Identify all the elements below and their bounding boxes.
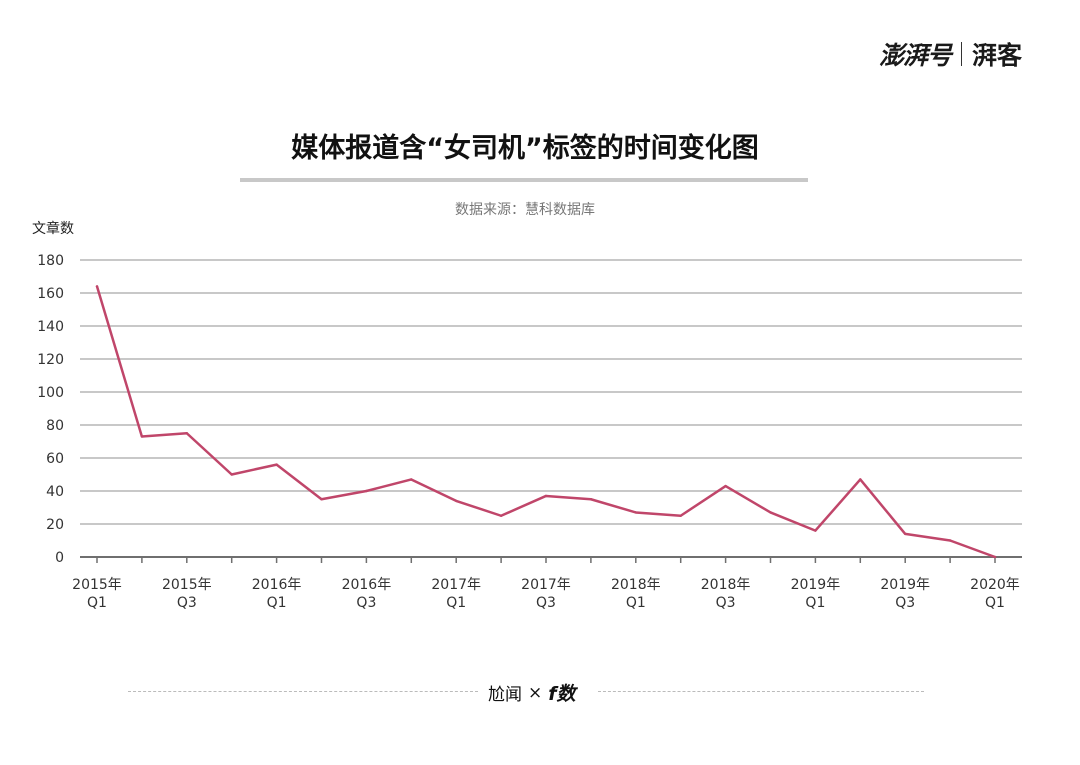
y-tick-label: 40: [46, 484, 64, 500]
x-tick-label: 2018年 Q3: [701, 577, 751, 611]
y-tick-label: 80: [46, 418, 64, 434]
brand-separator: [960, 42, 962, 66]
footer-divider-left: [128, 691, 478, 692]
data-point: [410, 478, 413, 481]
data-point: [904, 532, 907, 536]
brand-main: 澎湃号: [878, 41, 952, 70]
data-point: [95, 285, 99, 288]
x-tick-labels: 2015年 Q1 2015年 Q3 2016年 Q1 2016年 Q3 2017年 Q1 2017年…: [72, 577, 1020, 611]
footer: 尬闻 × f数: [128, 676, 924, 706]
data-point: [634, 511, 637, 514]
data-point: [455, 499, 458, 503]
data-source: 数据来源：慧科数据库: [455, 202, 595, 218]
footer-credit: 尬闻 × f数: [488, 679, 576, 706]
y-tick-label: 120: [37, 352, 64, 368]
data-point: [499, 514, 503, 517]
y-axis-label: 文章数: [32, 220, 74, 237]
data-point: [859, 478, 862, 481]
x-tick-label: 2019年 Q1: [791, 577, 841, 611]
x-tick-label: 2018年 Q1: [611, 577, 661, 611]
x-tick-label: 2015年 Q1: [72, 577, 122, 611]
chart-title: 媒体报道含“女司机”标签的时间变化图: [291, 133, 759, 164]
footer-left-brand: 尬闻: [488, 685, 522, 705]
y-tick-label: 160: [37, 286, 64, 302]
data-point: [814, 529, 817, 532]
footer-right-brand: f数: [548, 683, 576, 705]
data-point: [679, 514, 682, 517]
data-point: [320, 498, 323, 501]
title-underline: [240, 178, 808, 182]
footer-divider-right: [598, 691, 924, 692]
series-line: [95, 285, 997, 559]
gridlines: [80, 259, 1022, 525]
y-tick-labels: 0 20 40 60 80 100 120 140 160 180: [37, 253, 64, 566]
data-point: [589, 498, 593, 501]
brand-sub: 湃客: [971, 41, 1022, 70]
data-point: [769, 511, 772, 514]
data-point: [948, 539, 952, 542]
x-tick-label: 2017年 Q1: [431, 577, 481, 611]
series: [95, 285, 997, 559]
footer-times: ×: [528, 682, 543, 703]
x-tick-label: 2019年 Q3: [880, 577, 930, 611]
data-point: [185, 432, 188, 435]
y-tick-label: 20: [46, 517, 64, 533]
data-point: [365, 489, 368, 493]
data-point: [544, 494, 548, 498]
data-point: [230, 473, 233, 476]
data-point: [724, 484, 727, 488]
x-tick-label: 2015年 Q3: [162, 577, 212, 611]
x-tick-label: 2016年 Q1: [252, 577, 302, 611]
data-point: [993, 555, 997, 559]
x-tick-label: 2017年 Q3: [521, 577, 571, 611]
x-tick-label: 2016年 Q3: [342, 577, 392, 611]
data-point: [140, 435, 144, 438]
y-tick-label: 60: [46, 451, 64, 467]
axes: [80, 556, 1022, 563]
brand-logo: 澎湃号 湃客: [879, 36, 1022, 72]
data-point: [275, 463, 278, 466]
y-tick-label: 0: [55, 550, 64, 566]
y-tick-label: 140: [37, 319, 64, 335]
y-tick-label: 100: [37, 385, 64, 401]
y-tick-label: 180: [37, 253, 64, 269]
x-tick-label: 2020年 Q1: [970, 577, 1020, 611]
